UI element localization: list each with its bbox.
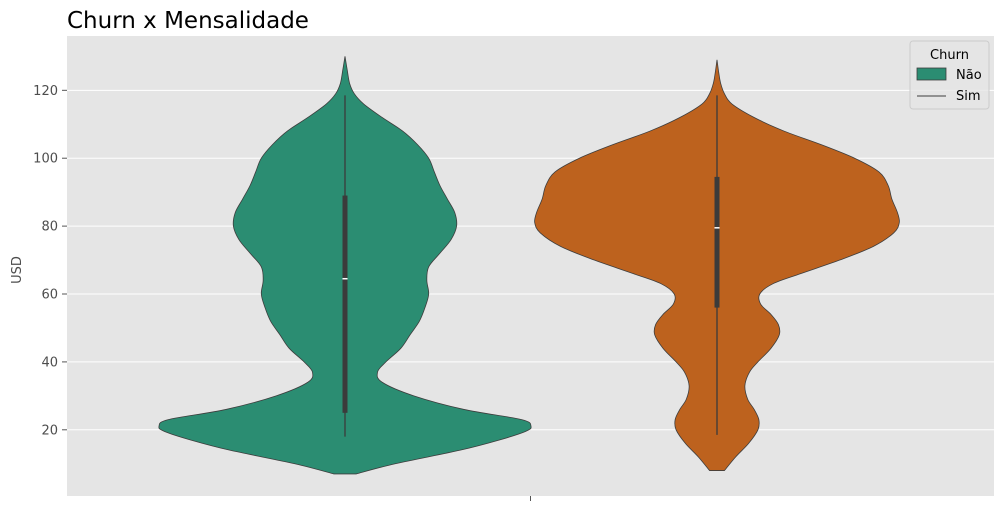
- y-axis-label: USD: [10, 256, 25, 284]
- violins: [158, 56, 900, 475]
- legend-swatch-nao: [916, 67, 947, 81]
- y-tick-label-80: 80: [41, 220, 58, 235]
- y-tick-label-100: 100: [33, 152, 58, 167]
- legend-frame: [909, 40, 990, 110]
- iqr-box-nao: [342, 195, 348, 413]
- y-axis-ticks: 20 40 60 80 100 120: [33, 84, 67, 438]
- legend: Churn Não Sim: [909, 40, 990, 110]
- legend-label-sim: Sim: [956, 89, 981, 104]
- y-tick-label-120: 120: [33, 84, 58, 99]
- y-tick-label-60: 60: [41, 288, 58, 303]
- legend-label-nao: Não: [956, 68, 982, 83]
- chart-title: Churn x Mensalidade: [67, 8, 309, 34]
- iqr-box-sim: [714, 176, 720, 308]
- y-tick-label-40: 40: [41, 355, 58, 370]
- y-tick-label-20: 20: [41, 423, 58, 438]
- legend-title: Churn: [930, 48, 969, 63]
